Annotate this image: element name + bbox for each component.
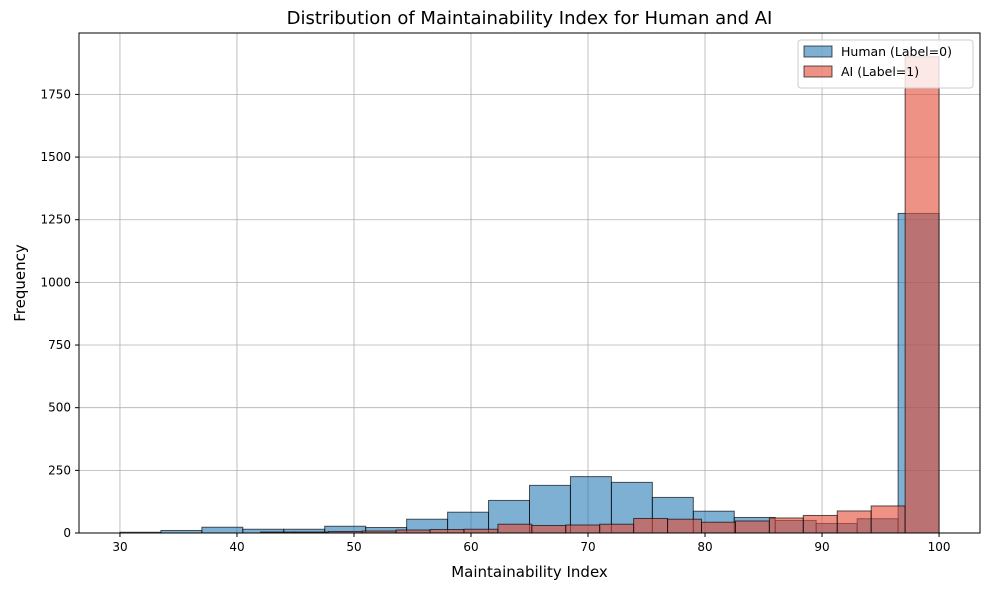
x-tick-label-5: 80 <box>697 540 712 554</box>
legend-swatch-human <box>803 45 833 58</box>
axis-ticks: 30 40 50 60 70 80 90 10002505007501000125015001… <box>40 87 950 554</box>
y-tick-label-7: 1750 <box>40 87 71 101</box>
y-tick-label-2: 500 <box>48 401 71 415</box>
ai-bar-10 <box>599 523 635 534</box>
histogram-bars <box>119 56 940 534</box>
y-tick-label-1: 250 <box>48 463 71 477</box>
ai-bar-17 <box>836 510 872 534</box>
grid-lines <box>79 33 980 534</box>
ai-bar-9 <box>565 524 601 534</box>
x-axis-label: Maintainability Index <box>451 563 608 581</box>
x-tick-label-7: 100 <box>928 540 951 554</box>
ai-bar-15 <box>768 517 804 534</box>
y-axis-label: Frequency <box>11 244 29 322</box>
human-bar-2 <box>201 526 244 534</box>
ai-bar-13 <box>701 521 736 534</box>
y-tick-label-0: 0 <box>63 526 71 540</box>
x-tick-label-4: 70 <box>580 540 595 554</box>
x-tick-label-2: 50 <box>346 540 361 554</box>
y-tick-label-3: 750 <box>48 338 71 352</box>
legend-label-human: Human (Label=0) <box>841 44 952 59</box>
x-tick-label-6: 90 <box>814 540 829 554</box>
ai-bar-5 <box>429 528 465 534</box>
ai-bar-12 <box>667 518 703 534</box>
legend-label-ai: AI (Label=1) <box>841 64 919 79</box>
chart-title: Distribution of Maintainability Index fo… <box>287 8 773 29</box>
ai-bar-19 <box>904 56 940 534</box>
legend: Human (Label=0) AI (Label=1) <box>797 39 974 89</box>
legend-swatch-ai <box>803 65 833 78</box>
x-tick-label-3: 60 <box>463 540 478 554</box>
ai-bar-11 <box>633 517 669 534</box>
ai-bar-14 <box>734 520 770 534</box>
x-tick-label-1: 40 <box>229 540 244 554</box>
legend-box <box>797 39 974 89</box>
y-tick-label-4: 1000 <box>40 275 71 289</box>
y-tick-label-6: 1500 <box>40 150 71 164</box>
plot-frame <box>78 32 981 534</box>
ai-bar-6 <box>463 528 499 534</box>
ai-bar-18 <box>870 505 906 534</box>
ai-bar-7 <box>497 523 533 534</box>
x-tick-label-0: 30 <box>112 540 127 554</box>
ai-bar-8 <box>531 524 567 534</box>
ai-bar-16 <box>802 514 838 534</box>
y-tick-label-5: 1250 <box>40 213 71 227</box>
